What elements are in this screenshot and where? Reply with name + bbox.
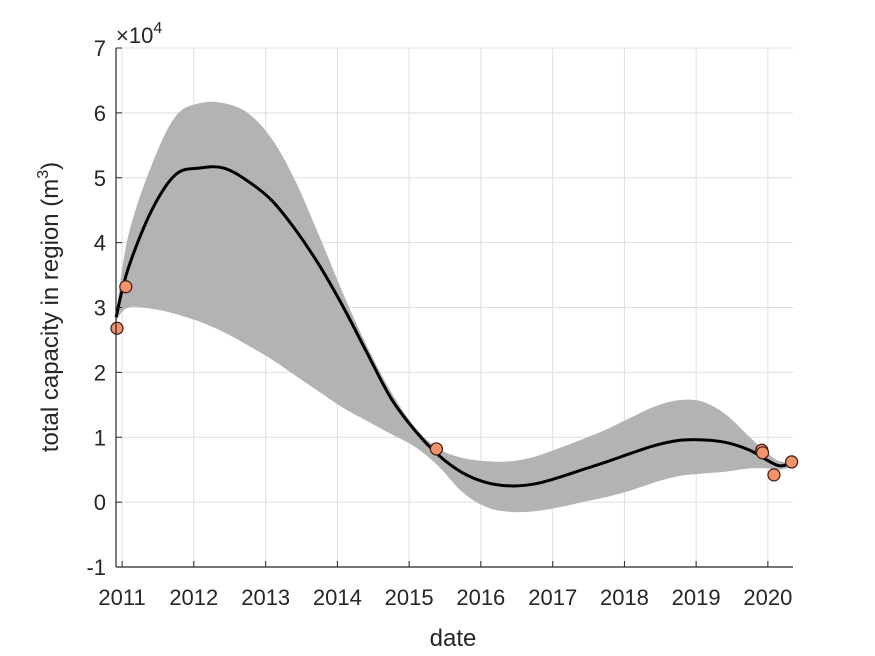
confidence-band-layer: [116, 101, 792, 513]
y-tick-label: 3: [94, 296, 106, 321]
y-tick-label: 2: [94, 360, 106, 385]
y-tick-label: 0: [94, 490, 106, 515]
fit-line: [114, 165, 793, 488]
observation-point: [785, 455, 799, 469]
y-axis-label: total capacity in region (m3): [35, 162, 64, 452]
x-axis-label: date: [430, 625, 477, 652]
y-tick-label: 1: [94, 425, 106, 450]
confidence-band: [116, 101, 792, 513]
y-tick-label: 4: [94, 231, 106, 256]
observation-points-layer: [110, 280, 799, 482]
y-tick-label: 5: [94, 166, 106, 191]
y-tick-label: 6: [94, 101, 106, 126]
observation-point: [429, 442, 444, 456]
x-tick-label: 2011: [98, 585, 145, 610]
x-tick-label: 2016: [456, 585, 505, 610]
x-tick-label: 2015: [385, 585, 434, 610]
x-tick-label: 2017: [528, 585, 577, 610]
y-tick-label: 7: [94, 36, 106, 61]
observation-point: [767, 468, 781, 482]
y-tick-label: -1: [86, 555, 106, 580]
fit-line-layer: [114, 165, 793, 488]
y-tick-labels: -1 0 1 2 3 4 5 6 7: [86, 36, 106, 580]
x-tick-labels: 2011 2012 2013 2014 2015 2016 2017 2018 2019 2020: [98, 585, 792, 610]
observation-point: [755, 446, 770, 460]
y-exponent-label: ×104: [116, 20, 162, 48]
x-tick-label: 2018: [600, 585, 649, 610]
x-tick-label: 2020: [743, 585, 792, 610]
x-tick-label: 2012: [169, 585, 218, 610]
observation-point: [119, 280, 133, 294]
x-tick-label: 2013: [241, 585, 290, 610]
axes: [115, 47, 793, 568]
x-tick-label: 2019: [672, 585, 721, 610]
x-tick-label: 2014: [313, 585, 362, 610]
observation-point: [110, 321, 124, 335]
